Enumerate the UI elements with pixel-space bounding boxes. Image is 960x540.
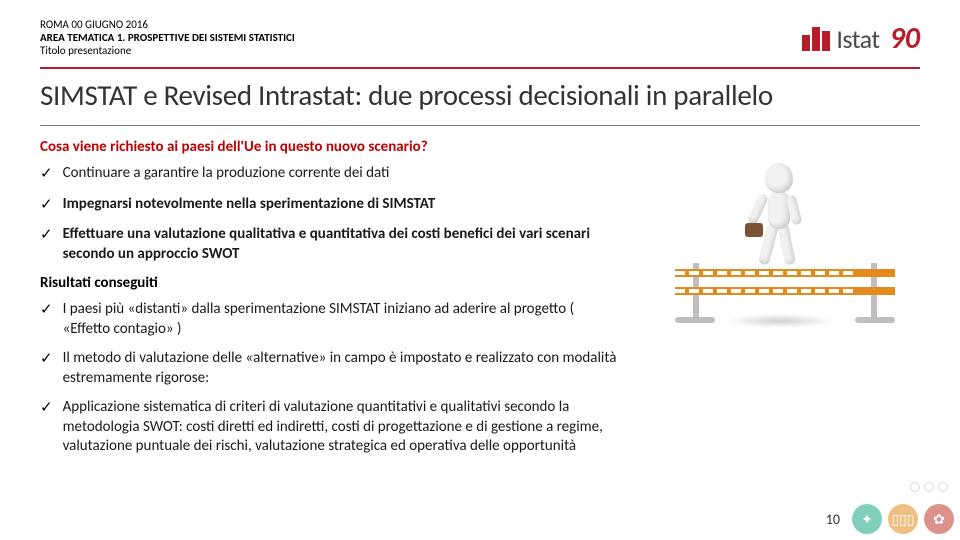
check-icon: ✓: [40, 350, 53, 370]
briefcase-icon: [745, 223, 763, 237]
deco-footer-icons: ✦ ▯▯▯ ✿: [852, 504, 954, 534]
r-bullet-1: ✓ I paesi più «distanti» dalla speriment…: [40, 300, 625, 339]
chart-icon: ▯▯▯: [888, 504, 918, 534]
people-icon: ✿: [924, 504, 954, 534]
slide-title: SIMSTAT e Revised Intrastat: due process…: [0, 69, 960, 125]
running-figure-icon: [745, 163, 815, 273]
header-date: ROMA 00 GIUGNO 2016: [40, 18, 920, 31]
istat-logo: Istat 90: [802, 20, 920, 57]
check-icon: ✓: [40, 196, 53, 216]
deco-mini-circles: [910, 482, 948, 492]
logo-badge: 90: [890, 20, 920, 57]
slide-header: ROMA 00 GIUGNO 2016 AREA TEMATICA 1. PRO…: [0, 0, 960, 63]
text-column: Cosa viene richiesto ai paesi dell'Ue in…: [40, 138, 625, 467]
q-bullet-2: ✓ Impegnarsi notevolmente nella sperimen…: [40, 195, 625, 216]
check-icon: ✓: [40, 165, 53, 185]
logo-bars-icon: [802, 27, 830, 51]
content-area: Cosa viene richiesto ai paesi dell'Ue in…: [0, 138, 960, 467]
q-bullet-3-text: Effettuare una valutazione qualitativa e…: [63, 225, 625, 264]
check-icon: ✓: [40, 226, 53, 246]
q-bullet-1: ✓ Continuare a garantire la produzione c…: [40, 164, 625, 185]
r-bullet-2: ✓ Il metodo di valutazione delle «altern…: [40, 349, 625, 388]
r-bullet-3: ✓ Applicazione sistematica di criteri di…: [40, 398, 625, 457]
check-icon: ✓: [40, 399, 53, 419]
r-bullet-2-text: Il metodo di valutazione delle «alternat…: [63, 349, 625, 388]
check-icon: ✓: [40, 301, 53, 321]
results-heading: Risultati conseguiti: [40, 274, 625, 292]
r-bullet-3-text: Applicazione sistematica di criteri di v…: [63, 398, 625, 457]
hurdle-illustration: [645, 138, 920, 348]
r-bullet-1-text: I paesi più «distanti» dalla sperimentaz…: [63, 300, 625, 339]
q-bullet-1-text: Continuare a garantire la produzione cor…: [63, 164, 390, 184]
title-divider: [40, 125, 920, 126]
globe-icon: ✦: [852, 504, 882, 534]
header-area: AREA TEMATICA 1. PROSPETTIVE DEI SISTEMI…: [40, 31, 920, 44]
q-bullet-3: ✓ Effettuare una valutazione qualitativa…: [40, 225, 625, 264]
header-title-placeholder: Titolo presentazione: [40, 44, 920, 57]
logo-text: Istat: [836, 23, 879, 55]
q-bullet-2-text: Impegnarsi notevolmente nella sperimenta…: [63, 195, 436, 215]
question-heading: Cosa viene richiesto ai paesi dell'Ue in…: [40, 138, 625, 156]
page-number: 10: [826, 511, 840, 528]
